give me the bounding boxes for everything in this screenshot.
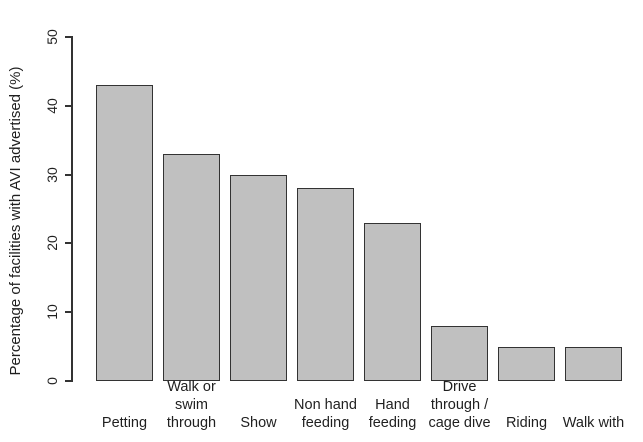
y-axis-title: Percentage of facilities with AVI advert… <box>7 66 24 376</box>
y-tick-mark <box>65 36 72 38</box>
bar <box>297 188 354 381</box>
y-tick-mark <box>65 173 72 176</box>
y-tick-label: 20 <box>44 235 60 252</box>
y-tick-label: 50 <box>44 29 60 45</box>
bar <box>565 346 622 381</box>
bar <box>96 85 153 381</box>
x-tick-label: Non hand feeding <box>294 397 357 431</box>
x-tick-label: Walk with <box>562 415 625 431</box>
y-axis-line <box>71 36 73 382</box>
x-tick-label: Petting <box>101 415 148 431</box>
y-tick-label: 30 <box>44 166 60 183</box>
x-tick-label: Show <box>240 415 277 431</box>
bar <box>364 222 421 381</box>
y-tick-label: 0 <box>44 377 60 385</box>
y-tick-mark <box>65 380 72 382</box>
y-tick-label: 10 <box>44 304 60 320</box>
x-tick-label: Hand feeding <box>368 397 417 431</box>
bar <box>163 153 220 381</box>
bar <box>230 174 287 381</box>
x-tick-label: Walk or swim through <box>166 379 217 431</box>
bar <box>431 325 488 381</box>
y-tick-mark <box>65 242 72 245</box>
y-tick-mark <box>65 104 72 107</box>
y-tick-label: 40 <box>44 98 60 114</box>
x-tick-label: Riding <box>505 415 548 431</box>
bar <box>498 346 555 381</box>
y-tick-mark <box>65 311 72 314</box>
x-tick-label: Drive through / cage dive <box>428 379 491 431</box>
